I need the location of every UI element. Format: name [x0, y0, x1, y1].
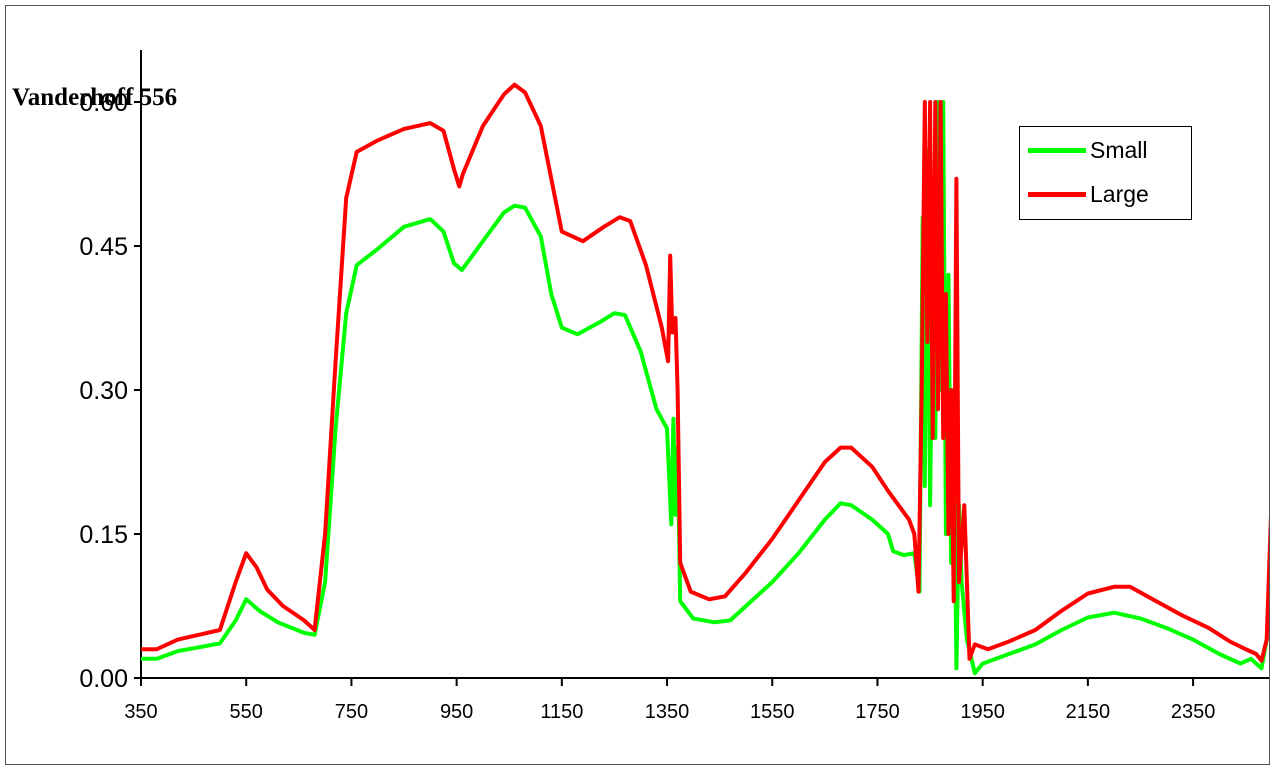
legend-label: Small: [1090, 136, 1148, 163]
series-line-small: [141, 100, 1269, 676]
chart-canvas: 0.00 0.15 0.30 0.45 0.60 350 550 750 950 1150 1350…: [79, 50, 1269, 723]
legend-swatch: [1028, 191, 1086, 197]
y-tick-label: 0.45: [79, 233, 128, 261]
y-tick-label: 0.15: [79, 521, 128, 549]
x-tick-label: 2150: [1066, 701, 1111, 723]
x-tick-label: 750: [335, 701, 368, 723]
x-tick-label: 950: [440, 701, 473, 723]
y-tick-label: 0.60: [79, 89, 128, 117]
x-tick-label: 1950: [960, 701, 1005, 723]
legend-swatch: [1028, 147, 1086, 153]
legend-item-small: Small: [1028, 135, 1148, 165]
x-tick-label: 1350: [645, 701, 690, 723]
x-tick-label: 350: [124, 701, 157, 723]
legend-label: Large: [1090, 180, 1149, 207]
series-line-large: [141, 82, 1269, 663]
x-tick-label: 550: [230, 701, 263, 723]
x-tick-label: 1150: [540, 701, 583, 723]
chart-title: Vanderhoff 556: [12, 84, 178, 111]
y-tick-label: 0.00: [79, 665, 128, 693]
legend: Small Large: [1019, 126, 1192, 220]
x-tick-label: 1550: [750, 701, 795, 723]
chart-frame: 0.00 0.15 0.30 0.45 0.60 350 550 750 950 1150 1350…: [5, 5, 1270, 765]
x-tick-label: 2350: [1171, 701, 1216, 723]
y-tick-label: 0.30: [79, 377, 128, 405]
legend-item-large: Large: [1028, 179, 1149, 209]
x-tick-label: 1750: [855, 701, 900, 723]
